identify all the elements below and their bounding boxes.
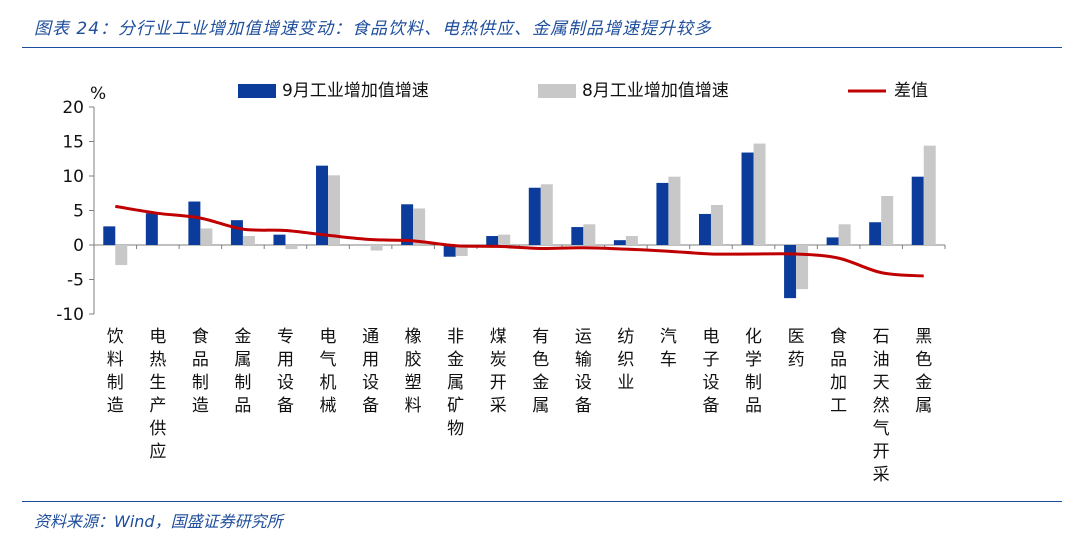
x-tick-label: 有色金属	[532, 327, 549, 416]
bar-sep	[656, 182, 669, 245]
footer-rule	[22, 501, 1062, 502]
x-tick-label: 金属制品	[234, 327, 251, 416]
bar-sep	[698, 213, 711, 245]
bar-sep	[273, 234, 286, 245]
x-tick-label: 专用设备	[277, 327, 294, 416]
legend-label-sep: 9月工业增加值增速	[282, 81, 429, 101]
y-tick-label: 15	[62, 133, 84, 153]
x-tick-label: 化学制品	[745, 327, 762, 416]
bar-sep	[571, 227, 584, 245]
bar-aug	[710, 204, 723, 245]
line-diff	[115, 204, 924, 278]
x-tick-label: 运输设备	[575, 327, 592, 416]
bar-sep	[230, 220, 243, 245]
bar-sep	[784, 245, 797, 299]
y-tick-label: -10	[56, 305, 84, 325]
y-unit-label: %	[90, 84, 106, 104]
bar-sep	[443, 245, 456, 257]
bar-aug	[328, 175, 341, 245]
x-tick-label: 橡胶塑料	[405, 327, 422, 416]
bar-sep	[528, 187, 541, 245]
y-tick-label: -5	[67, 271, 84, 291]
x-tick-label: 饮料制造	[107, 327, 124, 416]
bar-aug	[455, 245, 468, 257]
bar-aug	[753, 143, 766, 245]
y-tick-label: 10	[62, 167, 84, 187]
bar-sep	[613, 240, 626, 245]
y-tick-label: 0	[73, 236, 84, 256]
source-note: 资料来源：Wind，国盛证券研究所	[34, 512, 283, 531]
x-tick-label: 电子设备	[702, 327, 719, 416]
x-tick-label: 汽车	[660, 327, 677, 370]
bar-aug	[498, 234, 511, 245]
chart-title: 图表 24：分行业工业增加值增速变动：食品饮料、电热供应、金属制品增速提升较多	[34, 19, 713, 39]
x-tick-label: 石油天然气开采	[873, 327, 890, 485]
bar-aug	[796, 245, 809, 290]
bar-aug	[625, 236, 638, 245]
bar-aug	[583, 224, 596, 245]
bar-sep	[145, 213, 158, 245]
plot-area: 20 15 10 5 0 -5 -10 饮料制造 电热生产供应 食品制造 金属制品 专用设备 电气机械 通…	[56, 98, 946, 485]
y-tick-label: 20	[62, 98, 84, 118]
bar-aug	[413, 208, 426, 245]
bar-aug	[115, 245, 128, 266]
title-rule	[22, 47, 1062, 48]
bar-sep	[869, 222, 882, 245]
legend-swatch-sep	[238, 84, 276, 98]
y-tick-label: 5	[73, 202, 84, 222]
bar-sep	[486, 236, 499, 245]
bar-aug	[200, 228, 213, 245]
x-tick-label: 纺织业	[617, 327, 634, 393]
bar-sep	[316, 165, 329, 245]
bar-sep	[826, 237, 839, 245]
bar-sep	[188, 201, 201, 245]
bar-aug	[838, 224, 851, 245]
bar-sep	[911, 176, 924, 245]
x-tick-label: 通用设备	[362, 327, 379, 416]
x-tick-label: 电气机械	[320, 327, 337, 416]
legend-label-diff: 差值	[894, 81, 928, 101]
bar-sep	[401, 204, 414, 245]
bar-sep	[741, 152, 754, 245]
x-tick-label: 黑色金属	[915, 327, 932, 416]
x-tick-label: 煤炭开采	[490, 327, 507, 416]
legend: 9月工业增加值增速 8月工业增加值增速 差值	[238, 81, 928, 101]
bar-aug	[285, 245, 298, 250]
bar-sep	[103, 226, 116, 245]
bar-aug	[923, 145, 936, 245]
x-tick-label: 电热生产供应	[149, 327, 166, 462]
legend-swatch-aug	[538, 84, 576, 98]
x-tick-label: 食品加工	[830, 327, 847, 416]
x-tick-label: 食品制造	[192, 327, 209, 416]
bar-aug	[540, 184, 553, 245]
bar-aug	[668, 176, 681, 245]
bar-aug	[242, 236, 255, 245]
bar-aug	[370, 245, 383, 251]
legend-label-aug: 8月工业增加值增速	[582, 81, 729, 101]
bar-aug	[881, 196, 894, 245]
x-tick-label: 非金属矿物	[447, 327, 464, 439]
x-tick-label: 医药	[788, 327, 805, 370]
